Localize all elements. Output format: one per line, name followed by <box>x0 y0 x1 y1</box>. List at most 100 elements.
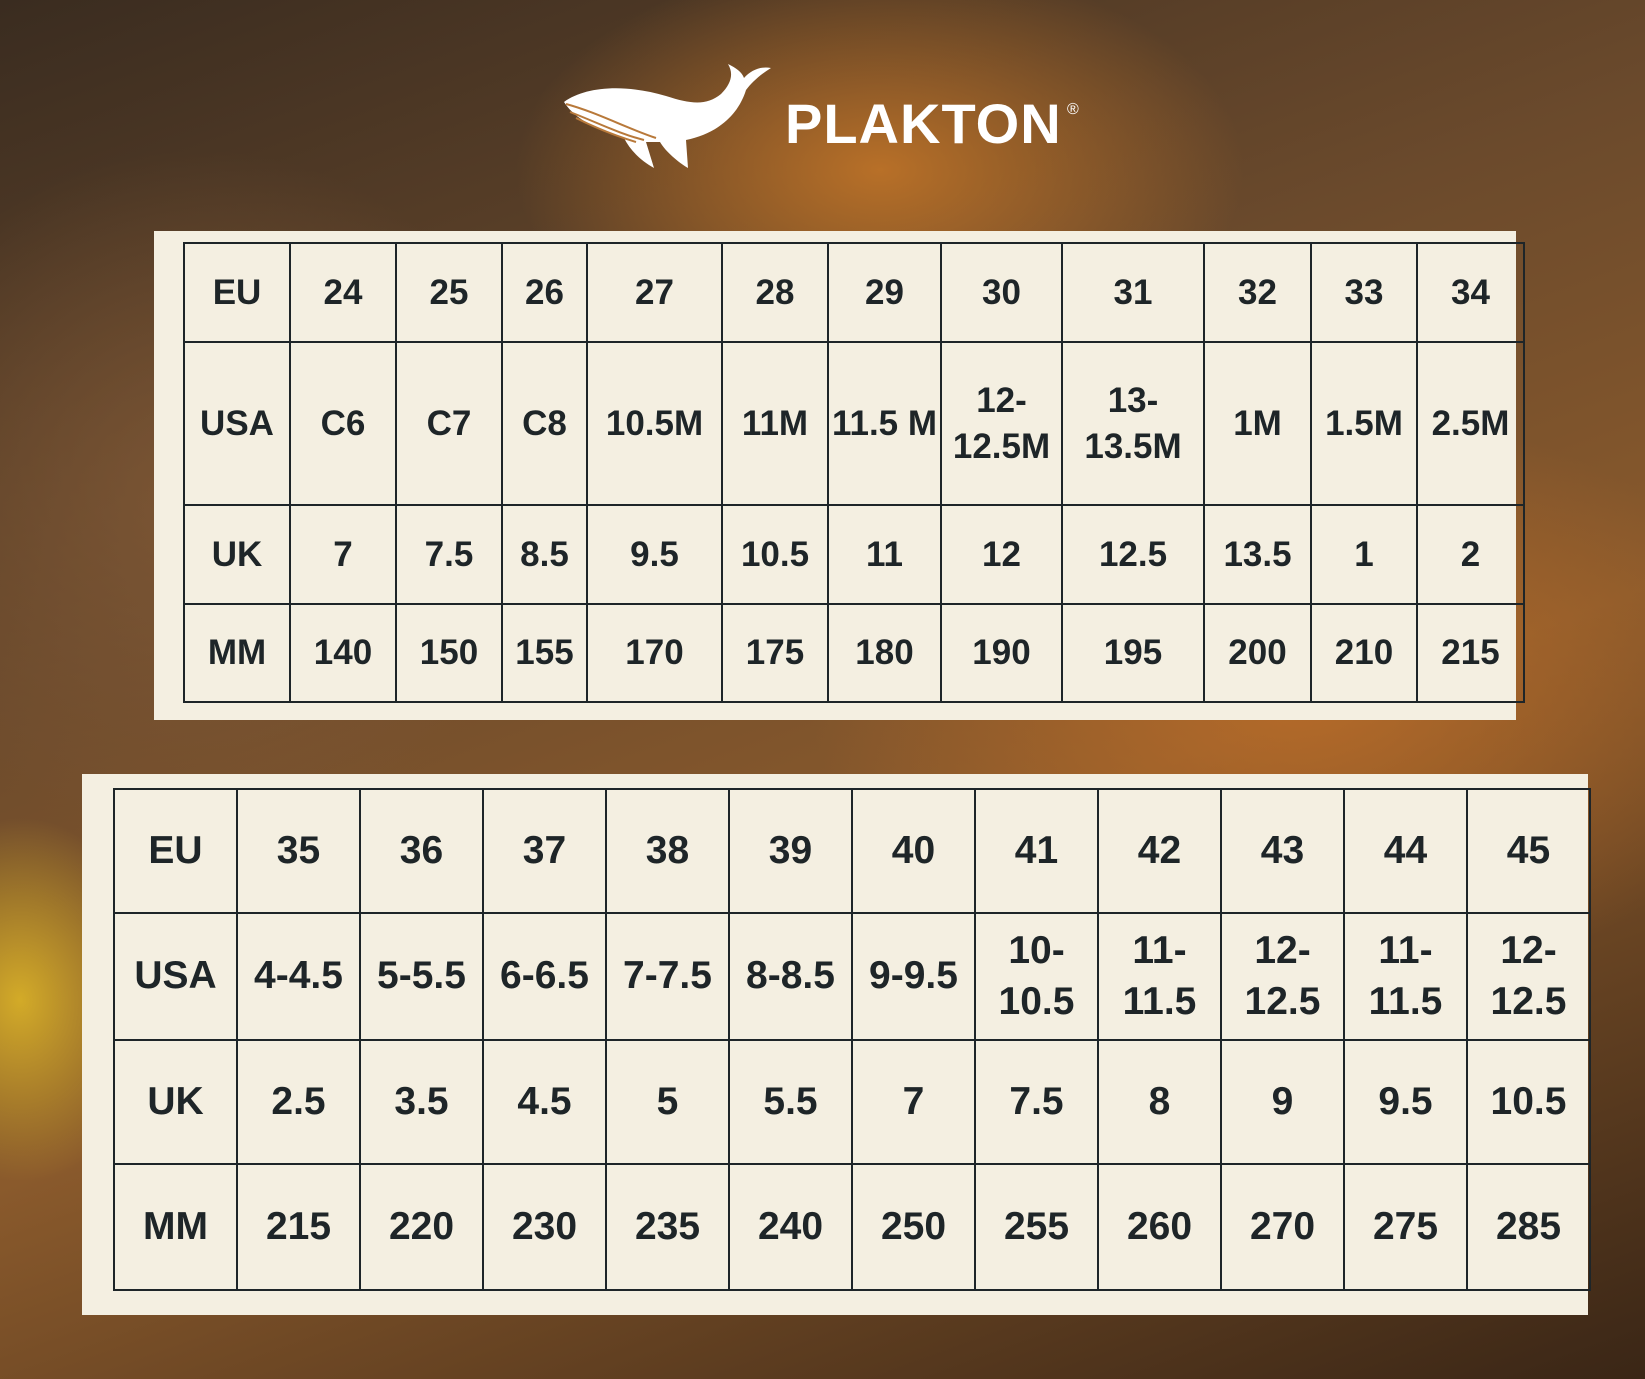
size-row-uk: UK 2.5 3.5 4.5 5 5.5 7 7.5 8 9 9.5 10.5 <box>113 1039 1591 1165</box>
row-label: UK <box>183 504 291 605</box>
size-cell: 10.5M <box>586 341 723 506</box>
size-cell: 3.5 <box>359 1039 484 1165</box>
row-label: MM <box>113 1163 238 1291</box>
size-cell: 220 <box>359 1163 484 1291</box>
size-cell: 1.5M <box>1310 341 1418 506</box>
size-cell: 5.5 <box>728 1039 853 1165</box>
size-cell: 11- 11.5 <box>1343 912 1468 1041</box>
size-cell: C8 <box>501 341 588 506</box>
size-cell: 5-5.5 <box>359 912 484 1041</box>
size-table-kids: EU 24 25 26 27 28 29 30 31 32 33 34 USA C6 C7 C8 10.5M 11… <box>183 242 1525 703</box>
size-cell: 12- 12.5 <box>1220 912 1345 1041</box>
size-cell: 7 <box>289 504 397 605</box>
size-row-mm: MM 215 220 230 235 240 250 255 260 270 275 285 <box>113 1163 1591 1291</box>
size-cell: 31 <box>1061 242 1205 343</box>
size-cell: 30 <box>940 242 1063 343</box>
size-cell: 7-7.5 <box>605 912 730 1041</box>
size-cell: 7.5 <box>974 1039 1099 1165</box>
size-cell: 8.5 <box>501 504 588 605</box>
size-cell: 9 <box>1220 1039 1345 1165</box>
size-chart-kids-panel: EU 24 25 26 27 28 29 30 31 32 33 34 USA C6 C7 C8 10.5M 11… <box>154 231 1525 720</box>
size-cell: 215 <box>1416 603 1525 703</box>
size-cell: 42 <box>1097 788 1222 914</box>
size-cell: 37 <box>482 788 607 914</box>
size-cell: 10.5 <box>1466 1039 1591 1165</box>
row-label: MM <box>183 603 291 703</box>
size-cell: 28 <box>721 242 829 343</box>
whale-icon <box>564 64 771 168</box>
size-cell: 11M <box>721 341 829 506</box>
size-cell: 12- 12.5M <box>940 341 1063 506</box>
size-cell: 27 <box>586 242 723 343</box>
size-cell: 255 <box>974 1163 1099 1291</box>
size-cell: 175 <box>721 603 829 703</box>
size-cell: 8 <box>1097 1039 1222 1165</box>
size-cell: 215 <box>236 1163 361 1291</box>
size-cell: 140 <box>289 603 397 703</box>
size-cell: 29 <box>827 242 942 343</box>
size-row-eu: EU 24 25 26 27 28 29 30 31 32 33 34 <box>183 242 1525 343</box>
size-cell: 230 <box>482 1163 607 1291</box>
size-cell: 10- 10.5 <box>974 912 1099 1041</box>
row-label: USA <box>113 912 238 1041</box>
size-row-usa: USA C6 C7 C8 10.5M 11M 11.5 M 12- 12.5M 13- 13.5… <box>183 341 1525 506</box>
row-label: EU <box>183 242 291 343</box>
size-cell: 285 <box>1466 1163 1591 1291</box>
row-label: EU <box>113 788 238 914</box>
size-cell: 1 <box>1310 504 1418 605</box>
size-cell: 13- 13.5M <box>1061 341 1205 506</box>
size-cell: 1M <box>1203 341 1312 506</box>
size-cell: C6 <box>289 341 397 506</box>
brand-name: PLAKTON <box>785 92 1062 155</box>
size-row-uk: UK 7 7.5 8.5 9.5 10.5 11 12 12.5 13.5 1 2 <box>183 504 1525 605</box>
size-cell: 32 <box>1203 242 1312 343</box>
size-cell: 36 <box>359 788 484 914</box>
size-cell: C7 <box>395 341 503 506</box>
size-cell: 155 <box>501 603 588 703</box>
size-cell: 195 <box>1061 603 1205 703</box>
size-cell: 43 <box>1220 788 1345 914</box>
registered-mark: ® <box>1067 101 1079 118</box>
size-cell: 5 <box>605 1039 730 1165</box>
size-cell: 11 <box>827 504 942 605</box>
size-cell: 2 <box>1416 504 1525 605</box>
size-cell: 270 <box>1220 1163 1345 1291</box>
brand-logo: PLAKTON ® <box>556 56 1079 180</box>
size-cell: 260 <box>1097 1163 1222 1291</box>
size-cell: 2.5 <box>236 1039 361 1165</box>
size-cell: 44 <box>1343 788 1468 914</box>
size-row-mm: MM 140 150 155 170 175 180 190 195 200 210 215 <box>183 603 1525 703</box>
size-cell: 4-4.5 <box>236 912 361 1041</box>
size-cell: 12.5 <box>1061 504 1205 605</box>
size-cell: 240 <box>728 1163 853 1291</box>
size-cell: 12 <box>940 504 1063 605</box>
size-cell: 38 <box>605 788 730 914</box>
size-cell: 275 <box>1343 1163 1468 1291</box>
size-cell: 24 <box>289 242 397 343</box>
size-cell: 150 <box>395 603 503 703</box>
row-label: USA <box>183 341 291 506</box>
size-cell: 235 <box>605 1163 730 1291</box>
size-cell: 26 <box>501 242 588 343</box>
size-chart-adults-panel: EU 35 36 37 38 39 40 41 42 43 44 45 USA 4-4.5 5-5.5 6-6… <box>82 774 1591 1315</box>
size-cell: 40 <box>851 788 976 914</box>
size-cell: 41 <box>974 788 1099 914</box>
size-cell: 11.5 M <box>827 341 942 506</box>
size-cell: 4.5 <box>482 1039 607 1165</box>
size-cell: 45 <box>1466 788 1591 914</box>
size-cell: 210 <box>1310 603 1418 703</box>
size-cell: 35 <box>236 788 361 914</box>
size-cell: 8-8.5 <box>728 912 853 1041</box>
size-cell: 9.5 <box>586 504 723 605</box>
size-cell: 200 <box>1203 603 1312 703</box>
size-cell: 34 <box>1416 242 1525 343</box>
size-cell: 6-6.5 <box>482 912 607 1041</box>
size-cell: 12- 12.5 <box>1466 912 1591 1041</box>
row-label: UK <box>113 1039 238 1165</box>
size-cell: 2.5M <box>1416 341 1525 506</box>
size-cell: 9-9.5 <box>851 912 976 1041</box>
size-cell: 170 <box>586 603 723 703</box>
size-cell: 33 <box>1310 242 1418 343</box>
size-cell: 10.5 <box>721 504 829 605</box>
size-cell: 180 <box>827 603 942 703</box>
